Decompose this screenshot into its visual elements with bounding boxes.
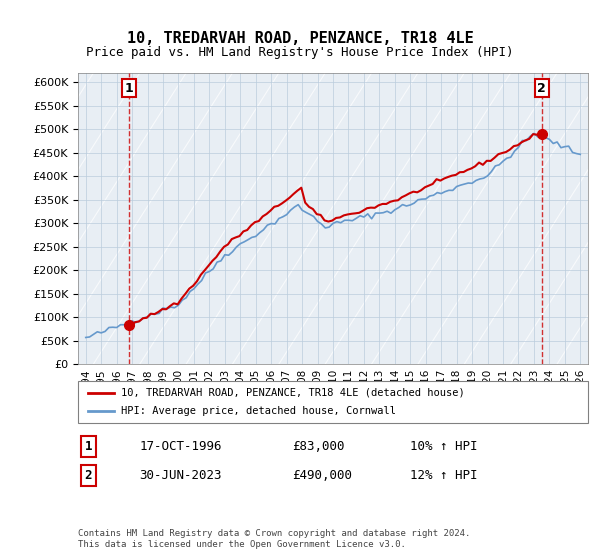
Text: 1: 1 — [125, 82, 133, 95]
Text: 10, TREDARVAH ROAD, PENZANCE, TR18 4LE: 10, TREDARVAH ROAD, PENZANCE, TR18 4LE — [127, 31, 473, 46]
Text: £490,000: £490,000 — [292, 469, 352, 482]
Text: 12% ↑ HPI: 12% ↑ HPI — [409, 469, 477, 482]
Text: 10, TREDARVAH ROAD, PENZANCE, TR18 4LE (detached house): 10, TREDARVAH ROAD, PENZANCE, TR18 4LE (… — [121, 388, 465, 398]
Text: 1: 1 — [85, 440, 92, 453]
Text: 2: 2 — [85, 469, 92, 482]
Text: Contains HM Land Registry data © Crown copyright and database right 2024.
This d: Contains HM Land Registry data © Crown c… — [78, 529, 470, 549]
Text: 17-OCT-1996: 17-OCT-1996 — [139, 440, 222, 453]
Text: 10% ↑ HPI: 10% ↑ HPI — [409, 440, 477, 453]
Text: 30-JUN-2023: 30-JUN-2023 — [139, 469, 222, 482]
Text: Price paid vs. HM Land Registry's House Price Index (HPI): Price paid vs. HM Land Registry's House … — [86, 46, 514, 59]
Text: £83,000: £83,000 — [292, 440, 344, 453]
FancyBboxPatch shape — [78, 381, 588, 423]
Text: HPI: Average price, detached house, Cornwall: HPI: Average price, detached house, Corn… — [121, 406, 397, 416]
Text: 2: 2 — [537, 82, 546, 95]
